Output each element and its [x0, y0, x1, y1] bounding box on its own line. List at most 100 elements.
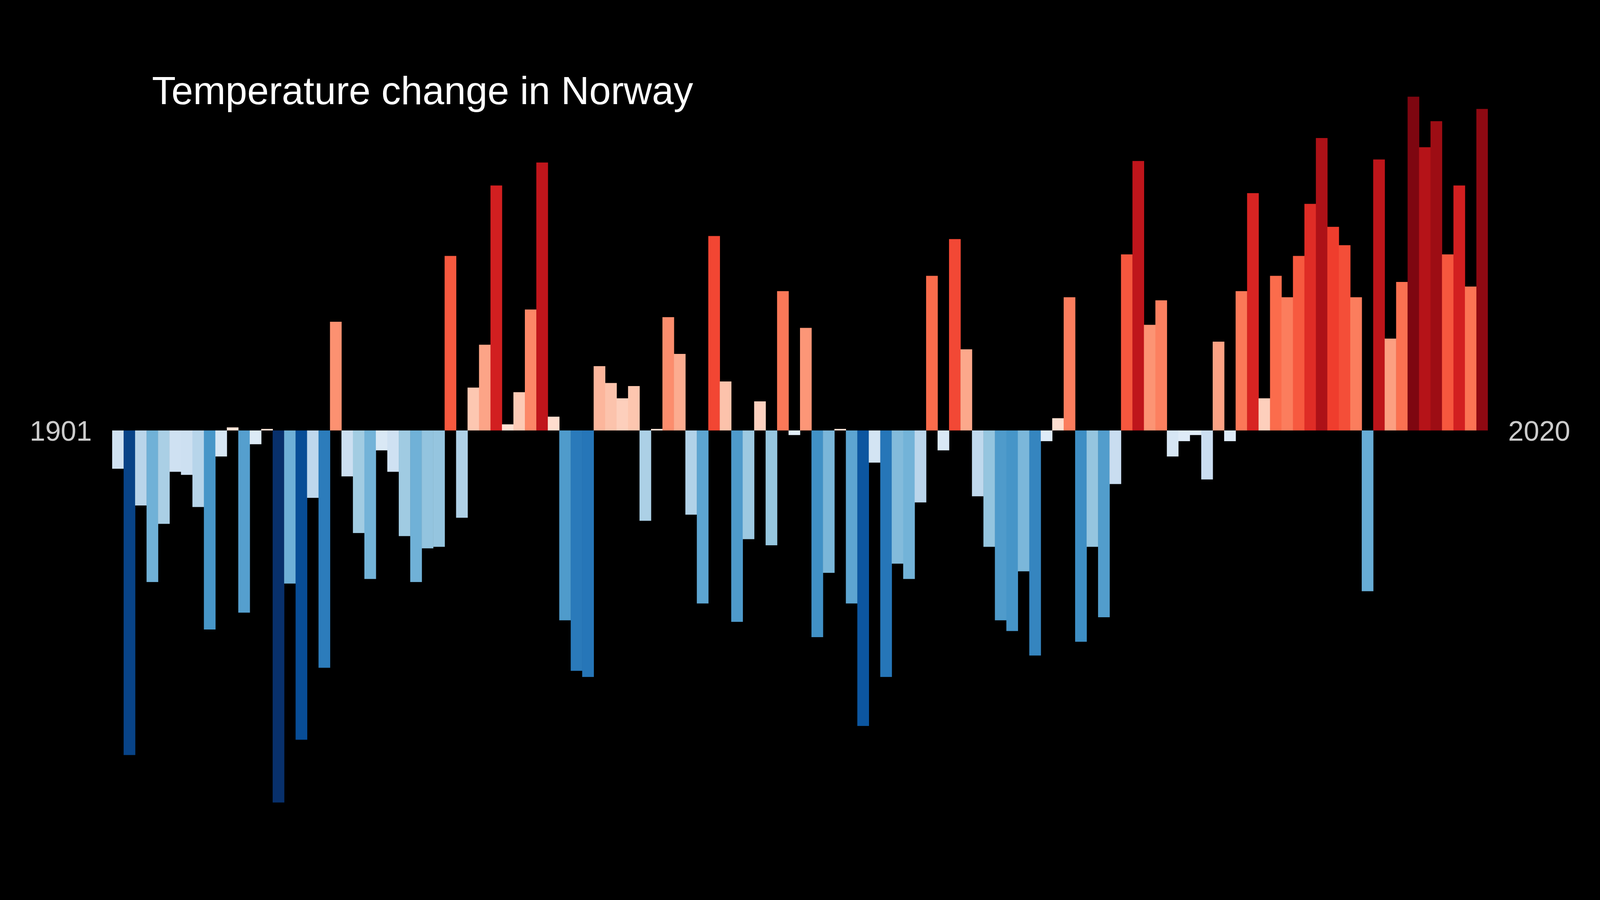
bar [582, 430, 594, 677]
bar [123, 430, 136, 756]
bar [1350, 297, 1363, 431]
bar [971, 430, 984, 497]
bar [1097, 430, 1110, 618]
bar [387, 430, 400, 472]
bar [1109, 430, 1122, 485]
bar [1419, 147, 1432, 431]
bar [157, 430, 170, 525]
bar [1269, 275, 1282, 431]
bar [261, 428, 274, 431]
bar [1201, 430, 1214, 480]
bar [1189, 430, 1202, 436]
bar [1178, 430, 1191, 442]
bar [1258, 398, 1271, 431]
bar [1075, 430, 1087, 642]
bar [788, 430, 801, 436]
chart: Temperature change in Norway19012020 [0, 0, 1600, 900]
bar [1384, 338, 1397, 431]
bar [410, 430, 423, 583]
bar [330, 321, 343, 431]
bar [593, 366, 606, 431]
bar [983, 430, 996, 547]
bar [777, 291, 789, 431]
bar [1029, 430, 1042, 656]
bar [249, 430, 262, 445]
bar [559, 430, 572, 621]
bar [639, 430, 652, 521]
bar [1086, 430, 1099, 547]
bar [822, 430, 835, 573]
title: Temperature change in Norway [151, 68, 693, 113]
bar [456, 430, 469, 518]
bar [1155, 300, 1168, 431]
category-label: 2020 [1508, 415, 1571, 447]
background [0, 0, 1600, 900]
bar [1144, 324, 1156, 431]
bar [754, 401, 767, 431]
bar [1407, 96, 1420, 431]
bar [731, 430, 744, 622]
bar [1453, 185, 1466, 431]
bar [570, 430, 583, 671]
bar [284, 430, 296, 584]
bar [467, 387, 480, 431]
bar [696, 430, 709, 604]
bar [421, 430, 434, 549]
bar [1017, 430, 1030, 572]
bar [1476, 108, 1488, 431]
bar [1224, 430, 1236, 442]
bar [547, 416, 560, 431]
bar [800, 328, 812, 431]
bar [341, 430, 354, 477]
bar [536, 162, 549, 431]
bar [169, 430, 182, 472]
bar [1040, 430, 1053, 442]
bar [295, 430, 308, 740]
bar [318, 430, 331, 668]
bar [868, 430, 881, 463]
bar [1464, 286, 1477, 431]
bar [719, 381, 732, 431]
bar [364, 430, 377, 580]
bar [1006, 430, 1019, 632]
bar [1327, 226, 1340, 431]
bar [513, 391, 526, 431]
bar [1430, 121, 1443, 431]
bar [1166, 430, 1179, 457]
bar [502, 424, 514, 431]
bar [891, 430, 904, 564]
bar [146, 430, 159, 583]
bar [960, 349, 973, 431]
bar [215, 430, 228, 457]
bar [880, 430, 893, 677]
bar [708, 236, 720, 431]
bar [375, 430, 388, 451]
bar [948, 239, 961, 431]
bar [353, 430, 365, 533]
bar [490, 185, 503, 431]
bar [433, 430, 445, 547]
bar [1235, 291, 1248, 431]
bar [1052, 418, 1065, 431]
bar [398, 430, 411, 537]
bar [1338, 245, 1351, 431]
bar [444, 256, 457, 431]
bar [1063, 297, 1076, 431]
bar [1315, 137, 1328, 431]
bar [673, 353, 686, 431]
bar [226, 427, 239, 431]
bar [238, 430, 251, 613]
bar [1361, 430, 1374, 592]
bar [1132, 160, 1145, 431]
bar [616, 398, 629, 431]
bar [1373, 159, 1385, 431]
bar [1246, 193, 1259, 431]
bar [937, 430, 950, 451]
bar [994, 430, 1007, 621]
bar [1293, 256, 1305, 431]
bar [181, 430, 194, 475]
bar [845, 430, 858, 604]
bar [926, 275, 938, 431]
bars [112, 96, 1488, 803]
bar [765, 430, 778, 546]
